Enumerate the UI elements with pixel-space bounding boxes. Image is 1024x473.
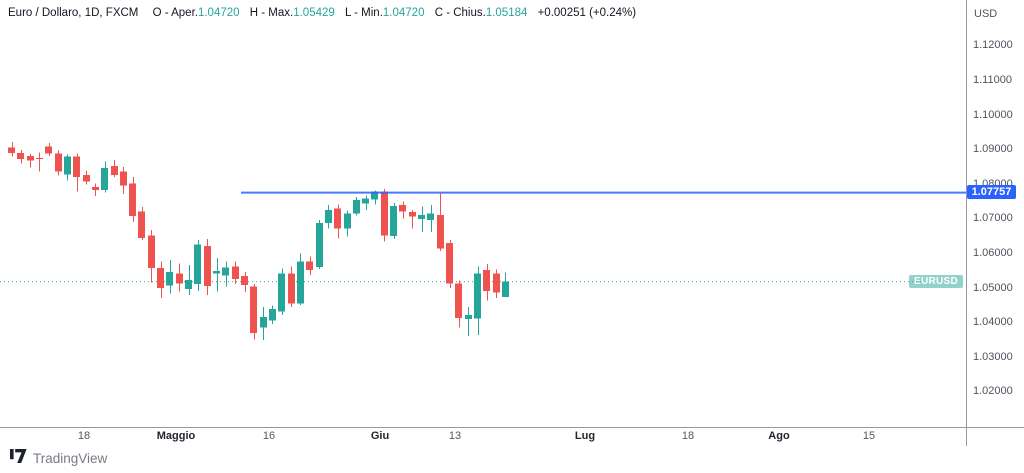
- candle: [36, 152, 43, 172]
- candle: [55, 150, 62, 176]
- candle: [353, 196, 360, 216]
- price-axis-label: 1.10000: [973, 108, 1013, 121]
- time-axis-label: 18: [681, 430, 695, 442]
- tradingview-watermark-text: TradingView: [33, 451, 108, 466]
- candle: [17, 150, 24, 164]
- candle: [344, 210, 351, 237]
- candle: [232, 261, 239, 284]
- candle: [157, 261, 164, 298]
- candle: [278, 268, 285, 315]
- high-label: H - Max.: [249, 7, 294, 19]
- candle: [325, 204, 332, 229]
- candle: [306, 256, 313, 276]
- candle: [83, 170, 90, 185]
- candle: [446, 239, 453, 289]
- candle: [399, 201, 406, 219]
- candle: [166, 259, 173, 294]
- time-axis-label: Giu: [370, 430, 390, 442]
- candle: [390, 202, 397, 240]
- low-label: L - Min.: [344, 7, 383, 19]
- candle: [194, 240, 201, 291]
- price-axis-label: 1.05000: [973, 281, 1013, 294]
- candle: [129, 176, 136, 222]
- time-axis-label: 15: [862, 430, 876, 442]
- high-value: 1.05429: [293, 7, 335, 19]
- candle: [381, 188, 388, 242]
- candle: [111, 159, 118, 177]
- time-axis-label: 13: [448, 430, 462, 442]
- candle: [297, 253, 304, 305]
- candle: [176, 263, 183, 292]
- price-axis-label: 1.06000: [973, 246, 1013, 259]
- candle: [120, 166, 127, 195]
- candle: [418, 206, 425, 232]
- candle: [204, 239, 211, 296]
- candle: [427, 205, 434, 233]
- candle: [92, 183, 99, 196]
- candle: [409, 210, 416, 229]
- price-axis-label: 1.02000: [973, 385, 1013, 398]
- candle: [316, 220, 323, 270]
- candle: [101, 161, 108, 193]
- candle: [483, 264, 490, 301]
- candle: [222, 261, 229, 287]
- candle: [502, 272, 509, 298]
- price-axis-label: 1.11000: [973, 74, 1012, 86]
- symbol-title[interactable]: Euro / Dollaro, 1D, FXCM: [8, 7, 139, 19]
- close-label: C - Chius.: [434, 7, 486, 19]
- time-axis-label: 16: [262, 430, 276, 442]
- close-value: 1.05184: [485, 7, 528, 19]
- time-axis-label: 18: [77, 430, 91, 442]
- candle: [185, 265, 192, 296]
- open-label: O - Aper.: [152, 7, 198, 19]
- price-axis-label: 1.03000: [973, 350, 1013, 363]
- change-value: +0.00251 (+0.24%): [537, 7, 637, 19]
- candle: [241, 271, 248, 292]
- price-axis-label: 1.12000: [973, 39, 1013, 52]
- time-axis-label: Maggio: [156, 430, 196, 442]
- candle: [45, 142, 52, 156]
- candle: [138, 206, 145, 241]
- tradingview-watermark[interactable]: TradingView: [10, 449, 107, 468]
- candle: [8, 142, 15, 157]
- candle: [269, 305, 276, 324]
- candle: [474, 266, 481, 336]
- low-value: 1.04720: [382, 7, 425, 19]
- candle: [213, 258, 220, 292]
- candle: [493, 269, 500, 298]
- candle: [260, 306, 267, 340]
- candle: [362, 195, 369, 210]
- price-axis-label: 1.09000: [973, 143, 1013, 156]
- candle: [288, 266, 295, 307]
- candle: [64, 154, 71, 181]
- candle: [371, 190, 378, 205]
- time-axis-label: Ago: [768, 430, 790, 442]
- price-axis-currency: USD: [974, 8, 998, 20]
- chart-legend[interactable]: Euro / Dollaro, 1D, FXCM O - Aper.1.0472…: [8, 7, 636, 19]
- candle: [465, 306, 472, 337]
- candle: [455, 280, 462, 328]
- symbol-price-badge: EURUSD: [908, 275, 963, 288]
- open-value: 1.04720: [197, 7, 240, 19]
- candle: [73, 153, 80, 192]
- candle: [148, 230, 155, 283]
- price-axis-label: 1.07000: [973, 212, 1013, 225]
- candle: [250, 284, 257, 340]
- candle: [27, 154, 34, 168]
- candle: [334, 204, 341, 239]
- horizontal-ray-price-label: 1.07757: [967, 185, 1016, 199]
- time-axis-label: Lug: [574, 430, 596, 442]
- tradingview-logo-icon: [10, 449, 27, 468]
- candle: [437, 193, 444, 252]
- price-axis-label: 1.04000: [973, 316, 1013, 329]
